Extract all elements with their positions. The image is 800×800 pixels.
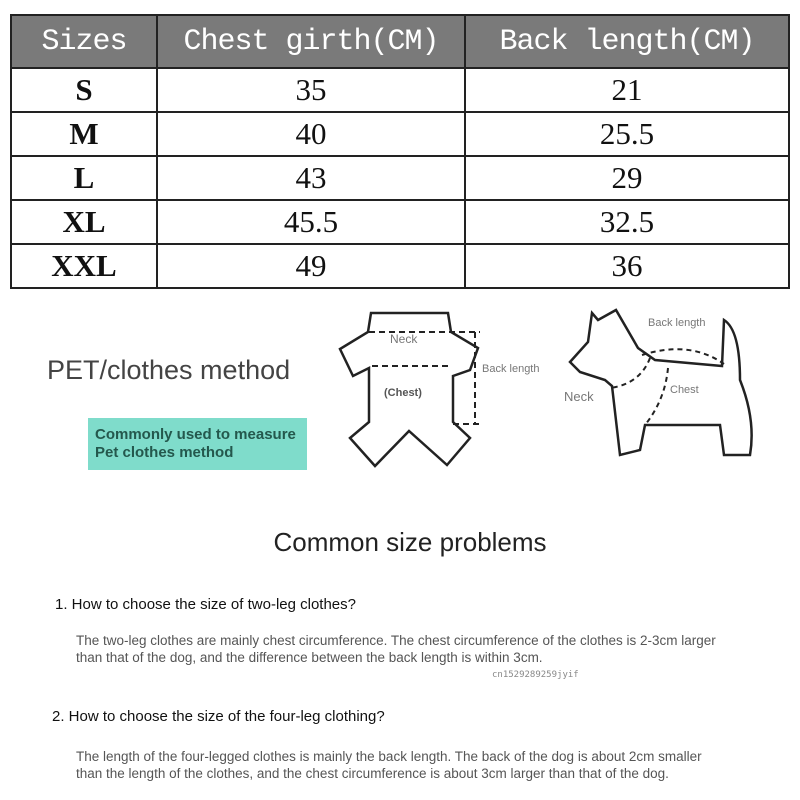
method-callout: Commonly used to measure Pet clothes met… [88,418,307,470]
callout-line: Pet clothes method [95,444,234,461]
back-cell: 32.5 [464,199,790,245]
header-back-length: Back length(CM) [464,14,790,69]
dog-label-chest: Chest [670,384,699,396]
size-cell: S [10,67,158,113]
size-cell: XL [10,199,158,245]
callout-line: Commonly used to measure [95,426,296,443]
measurement-diagrams: Neck (Chest) Back length Back length Nec… [338,308,753,468]
table-row: XL 45.5 32.5 [10,199,790,245]
dog-label-back-length: Back length [648,317,705,329]
back-cell: 36 [464,243,790,289]
table-header-row: Sizes Chest girth(CM) Back length(CM) [10,14,790,69]
label-neck: Neck [390,332,418,346]
dog-diagram: Back length Neck Chest [564,308,753,457]
table-row: L 43 29 [10,155,790,201]
dog-label-neck: Neck [564,389,594,404]
table-row: XXL 49 36 [10,243,790,289]
faq-answer: The two-leg clothes are mainly chest cir… [76,633,716,665]
faq-answer: The length of the four-legged clothes is… [76,749,702,781]
table-row: M 40 25.5 [10,111,790,157]
method-title: PET/clothes method [47,355,291,385]
size-cell: L [10,155,158,201]
back-cell: 21 [464,67,790,113]
back-cell: 25.5 [464,111,790,157]
chest-cell: 49 [156,243,466,289]
dog-measure-lines [609,348,725,426]
clothes-diagram: Neck (Chest) Back length [338,311,539,468]
faq-question: 2. How to choose the size of the four-le… [52,708,385,725]
back-cell: 29 [464,155,790,201]
measure-lines [369,331,480,425]
chest-cell: 35 [156,67,466,113]
faq-question: 1. How to choose the size of two-leg clo… [55,596,356,613]
size-cell: M [10,111,158,157]
faq-heading: Common size problems [273,527,547,557]
label-chest: (Chest) [384,387,422,399]
chest-cell: 45.5 [156,199,466,245]
header-sizes: Sizes [10,14,158,69]
clothes-outline [338,311,480,468]
size-cell: XXL [10,243,158,289]
label-back-length: Back length [482,363,539,375]
dog-outline [568,308,753,457]
chest-cell: 40 [156,111,466,157]
table-row: S 35 21 [10,67,790,113]
chest-cell: 43 [156,155,466,201]
watermark: cn1529289259jyif [492,670,579,680]
header-chest-girth: Chest girth(CM) [156,14,466,69]
